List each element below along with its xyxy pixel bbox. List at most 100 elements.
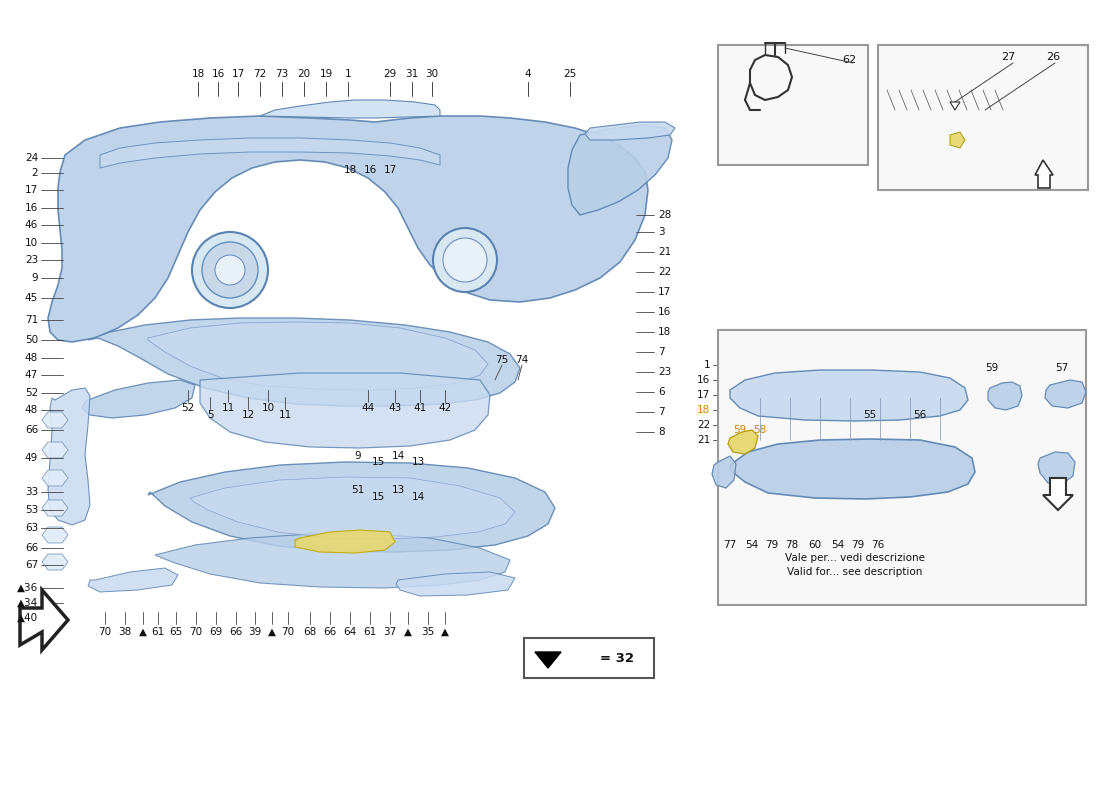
Polygon shape	[396, 572, 515, 596]
Text: 6: 6	[658, 387, 664, 397]
Circle shape	[443, 238, 487, 282]
Text: 9: 9	[32, 273, 39, 283]
Text: 48: 48	[24, 405, 38, 415]
Text: Valid for... see description: Valid for... see description	[788, 567, 923, 577]
Polygon shape	[950, 102, 960, 110]
Polygon shape	[260, 100, 440, 118]
Circle shape	[214, 255, 245, 285]
Text: 22: 22	[696, 420, 710, 430]
Text: 59: 59	[734, 425, 747, 435]
Text: 39: 39	[249, 627, 262, 637]
Text: 42: 42	[439, 403, 452, 413]
Text: 69: 69	[209, 627, 222, 637]
Text: 46: 46	[24, 220, 38, 230]
Text: 65: 65	[169, 627, 183, 637]
Text: 21: 21	[696, 435, 710, 445]
Text: 4: 4	[525, 69, 531, 79]
Polygon shape	[155, 534, 510, 588]
Text: 8: 8	[658, 427, 664, 437]
Text: 50: 50	[25, 335, 39, 345]
Text: 66: 66	[24, 425, 38, 435]
Text: 37: 37	[384, 627, 397, 637]
Text: 16: 16	[363, 165, 376, 175]
Polygon shape	[88, 568, 178, 592]
Text: = 32: = 32	[600, 653, 634, 666]
Text: 16: 16	[211, 69, 224, 79]
Polygon shape	[88, 318, 520, 406]
Text: 2: 2	[32, 168, 39, 178]
Text: 1: 1	[703, 360, 710, 370]
Text: ▲34: ▲34	[16, 598, 38, 608]
Text: 14: 14	[392, 451, 405, 461]
Text: 12: 12	[241, 410, 254, 420]
Text: 79: 79	[766, 540, 779, 550]
Text: 11: 11	[278, 410, 292, 420]
Text: 7: 7	[658, 347, 664, 357]
Text: ▲: ▲	[404, 627, 412, 637]
Polygon shape	[585, 122, 675, 140]
FancyBboxPatch shape	[718, 45, 868, 165]
Text: 57: 57	[1055, 363, 1068, 373]
Text: 77: 77	[724, 540, 737, 550]
Polygon shape	[1043, 478, 1072, 510]
Text: ▲: ▲	[441, 627, 449, 637]
Text: 30: 30	[426, 69, 439, 79]
Text: 11: 11	[221, 403, 234, 413]
Text: 49: 49	[24, 453, 38, 463]
Text: 60: 60	[808, 540, 822, 550]
Polygon shape	[200, 373, 490, 448]
Text: 19: 19	[319, 69, 332, 79]
Text: 16: 16	[696, 375, 710, 385]
Polygon shape	[42, 554, 68, 570]
Polygon shape	[48, 116, 648, 342]
Circle shape	[192, 232, 268, 308]
Text: 51: 51	[351, 485, 364, 495]
Text: 61: 61	[152, 627, 165, 637]
Text: 3: 3	[658, 227, 664, 237]
Text: 55: 55	[864, 410, 877, 420]
Text: 66: 66	[230, 627, 243, 637]
Text: 54: 54	[746, 540, 759, 550]
Text: 17: 17	[384, 165, 397, 175]
Text: 75: 75	[495, 355, 508, 365]
Text: 73: 73	[275, 69, 288, 79]
Text: 47: 47	[24, 370, 38, 380]
Polygon shape	[148, 462, 556, 552]
Polygon shape	[42, 470, 68, 486]
Polygon shape	[148, 322, 488, 390]
Text: 16: 16	[658, 307, 671, 317]
Text: 64: 64	[343, 627, 356, 637]
Text: 17: 17	[231, 69, 244, 79]
Polygon shape	[42, 527, 68, 543]
Polygon shape	[48, 388, 90, 525]
Text: ▲36: ▲36	[16, 583, 38, 593]
Text: 5: 5	[207, 410, 213, 420]
Polygon shape	[82, 380, 195, 418]
Text: ▲40: ▲40	[16, 613, 38, 623]
Polygon shape	[730, 439, 975, 499]
Polygon shape	[950, 132, 965, 148]
Text: 78: 78	[785, 540, 799, 550]
Circle shape	[202, 242, 258, 298]
Text: 76: 76	[871, 540, 884, 550]
Text: 15: 15	[372, 492, 385, 502]
Text: 18: 18	[343, 165, 356, 175]
FancyBboxPatch shape	[718, 330, 1086, 605]
Text: 13: 13	[392, 485, 405, 495]
Text: 13: 13	[411, 457, 425, 467]
Polygon shape	[712, 456, 736, 488]
Text: 14: 14	[411, 492, 425, 502]
Polygon shape	[42, 442, 68, 458]
Text: 79: 79	[851, 540, 865, 550]
Text: 70: 70	[189, 627, 202, 637]
Text: 23: 23	[24, 255, 38, 265]
Text: 44: 44	[362, 403, 375, 413]
Text: 52: 52	[182, 403, 195, 413]
Text: 18: 18	[658, 327, 671, 337]
Text: 17: 17	[658, 287, 671, 297]
Text: 71: 71	[24, 315, 38, 325]
Text: 43: 43	[388, 403, 401, 413]
Text: 20: 20	[297, 69, 310, 79]
Polygon shape	[1035, 160, 1053, 188]
Text: 28: 28	[658, 210, 671, 220]
